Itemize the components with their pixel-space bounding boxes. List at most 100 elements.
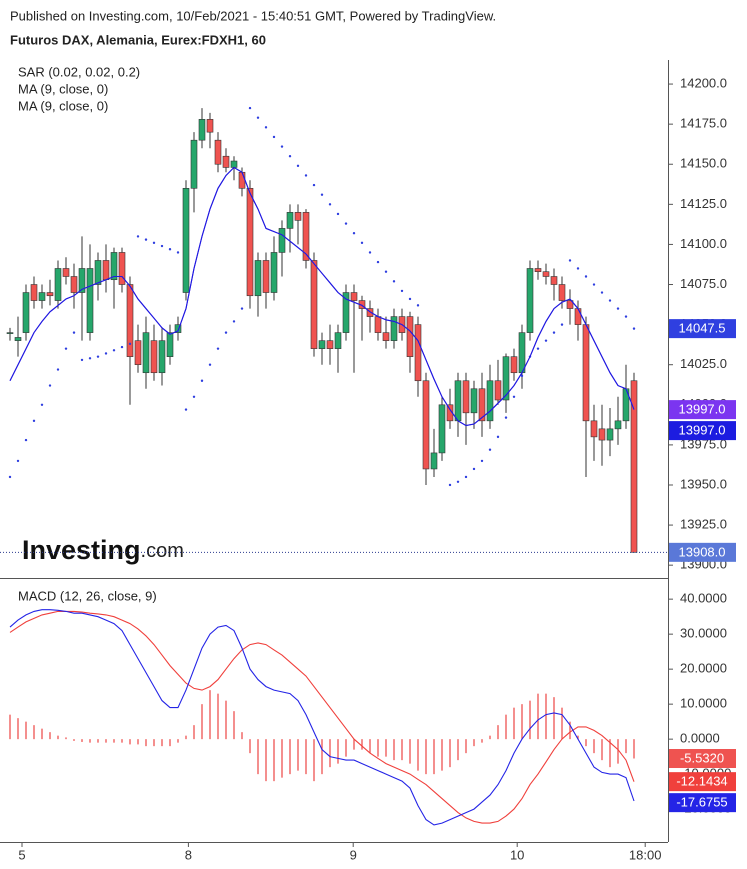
sar-dot bbox=[240, 307, 244, 310]
sar-dot bbox=[552, 331, 556, 334]
watermark: Investing.com bbox=[22, 535, 184, 565]
sar-dot bbox=[304, 174, 308, 177]
sar-dot bbox=[248, 106, 252, 110]
candle-body bbox=[278, 228, 286, 253]
candle-body bbox=[54, 268, 62, 301]
last-value-label: 14047.5 bbox=[679, 321, 726, 336]
candle-body bbox=[566, 300, 574, 309]
candle-body bbox=[446, 404, 454, 422]
candle-body bbox=[382, 332, 390, 341]
sar-dot bbox=[352, 232, 356, 235]
candle-body bbox=[174, 324, 182, 333]
sar-dot bbox=[256, 116, 260, 119]
indicator-line bbox=[9, 610, 635, 824]
y-tick-label: 40.0000 bbox=[680, 591, 727, 606]
candle-body bbox=[134, 340, 142, 366]
candle-body bbox=[198, 119, 206, 141]
legend-entry: MA (9, close, 0) bbox=[18, 98, 108, 113]
sar-dot bbox=[16, 459, 20, 463]
y-tick-label: 14150.0 bbox=[680, 156, 727, 171]
published-note: Published on Investing.com, 10/Feb/2021 … bbox=[10, 8, 496, 23]
sar-dot bbox=[568, 259, 572, 262]
indicator-line bbox=[9, 166, 635, 427]
candle-body bbox=[318, 340, 326, 349]
y-tick-label: 14175.0 bbox=[680, 116, 727, 131]
candle-body bbox=[238, 171, 246, 189]
candle-body bbox=[486, 380, 494, 422]
sar-dot bbox=[168, 248, 172, 251]
candle-body bbox=[550, 276, 558, 285]
candle-body bbox=[302, 212, 310, 261]
sar-dot bbox=[496, 435, 500, 439]
last-value-box bbox=[669, 772, 736, 792]
sar-dot bbox=[584, 275, 588, 278]
sar-dot bbox=[88, 357, 92, 360]
candle-body bbox=[510, 356, 518, 374]
candle-body bbox=[118, 252, 126, 285]
sar-dot bbox=[400, 289, 404, 293]
candle-body bbox=[350, 292, 358, 301]
candle-body bbox=[478, 388, 486, 422]
candle-body bbox=[70, 276, 78, 293]
sar-dot bbox=[40, 403, 44, 406]
sar-dot bbox=[264, 126, 268, 129]
y-tick-label: 14075.0 bbox=[680, 276, 727, 291]
last-value-label: -12.1434 bbox=[676, 774, 727, 789]
indicator-line bbox=[9, 166, 635, 427]
sar-dot bbox=[280, 145, 284, 148]
candle-body bbox=[182, 187, 190, 293]
candle-body bbox=[166, 332, 174, 357]
sar-dot bbox=[48, 384, 52, 387]
candle-body bbox=[406, 316, 414, 357]
sar-dot bbox=[448, 483, 452, 487]
sar-dot bbox=[616, 307, 620, 310]
candle-body bbox=[310, 260, 318, 349]
sar-dot bbox=[144, 238, 148, 241]
macd-title: MACD (12, 26, close, 9) bbox=[18, 588, 157, 603]
sar-dot bbox=[176, 251, 180, 254]
candle-body bbox=[78, 268, 86, 293]
candle-body bbox=[38, 292, 46, 301]
candle-body bbox=[6, 332, 14, 334]
candle-body bbox=[102, 260, 110, 281]
x-tick-label: 5 bbox=[18, 847, 25, 862]
candle-body bbox=[582, 324, 590, 422]
last-value-label: 13908.0 bbox=[679, 544, 726, 559]
sar-dot bbox=[560, 323, 564, 326]
candle-body bbox=[30, 284, 38, 301]
sar-dot bbox=[64, 347, 68, 350]
candle-body bbox=[422, 380, 430, 470]
sar-dot bbox=[96, 355, 100, 358]
sar-dot bbox=[536, 347, 540, 350]
candle-body bbox=[142, 332, 150, 374]
candle-body bbox=[46, 292, 54, 297]
y-tick-label: 14100.0 bbox=[680, 236, 727, 251]
candle-body bbox=[630, 380, 638, 553]
candle-body bbox=[502, 356, 510, 401]
candle-body bbox=[206, 119, 214, 133]
last-value-box bbox=[669, 749, 736, 769]
sar-dot bbox=[608, 299, 612, 302]
sar-dot bbox=[624, 315, 628, 318]
last-value-label: 13997.0 bbox=[679, 423, 726, 438]
last-value-label: -17.6755 bbox=[676, 795, 727, 810]
candle-body bbox=[342, 292, 350, 333]
candle-body bbox=[526, 268, 534, 333]
candle-body bbox=[574, 308, 582, 325]
indicator-line bbox=[9, 609, 635, 826]
sar-dot bbox=[512, 395, 516, 398]
sar-dot bbox=[384, 270, 388, 273]
candle-body bbox=[230, 160, 238, 168]
sar-dot bbox=[152, 241, 156, 245]
sar-dot bbox=[232, 320, 236, 323]
y-tick-label: 10.0000 bbox=[680, 696, 727, 711]
y-tick-label: 20.0000 bbox=[680, 661, 727, 676]
candle-body bbox=[158, 340, 166, 374]
sar-dot bbox=[360, 241, 364, 245]
sar-dot bbox=[472, 467, 476, 471]
candle-body bbox=[86, 268, 94, 333]
candle-body bbox=[262, 260, 270, 293]
sar-dot bbox=[368, 251, 372, 254]
sar-dot bbox=[288, 155, 292, 158]
